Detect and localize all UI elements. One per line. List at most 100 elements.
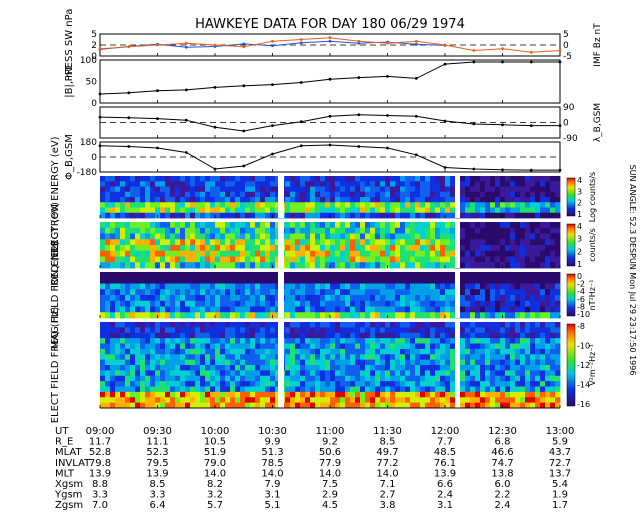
heatmap-cell xyxy=(400,227,406,234)
data-point xyxy=(414,77,418,80)
heatmap-cell xyxy=(185,186,191,193)
heatmap-cell xyxy=(250,327,256,334)
heatmap-cell xyxy=(170,212,176,219)
table-cell: 6.6 xyxy=(437,479,453,490)
heatmap-cell xyxy=(390,370,396,377)
table-cell: 52.3 xyxy=(146,447,168,458)
heatmap-cell xyxy=(250,283,256,290)
heatmap-cell xyxy=(300,191,306,198)
heatmap-cell xyxy=(190,207,196,214)
heatmap-cell xyxy=(230,233,236,240)
heatmap-cell xyxy=(320,239,326,246)
heatmap-cell xyxy=(175,181,181,187)
heatmap-cell xyxy=(260,227,266,234)
heatmap-cell xyxy=(330,283,336,290)
heatmap-cell xyxy=(390,207,396,214)
heatmap-cell xyxy=(540,375,546,382)
heatmap-cell xyxy=(410,332,416,339)
heatmap-cell xyxy=(500,186,506,193)
heatmap-cell xyxy=(230,370,236,377)
heatmap-cell xyxy=(355,227,361,234)
heatmap-cell xyxy=(275,300,281,307)
heatmap-cell xyxy=(245,197,251,203)
heatmap-cell xyxy=(405,207,411,214)
heatmap-cell xyxy=(370,338,376,344)
heatmap-cell xyxy=(555,256,561,263)
y-tick-label: 100 xyxy=(80,56,97,66)
heatmap-cell xyxy=(395,322,401,328)
heatmap-cell xyxy=(410,202,416,208)
heatmap-cell xyxy=(410,212,416,219)
heatmap-cell xyxy=(390,343,396,350)
heatmap-cell xyxy=(255,381,261,387)
heatmap-cell xyxy=(300,283,306,290)
heatmap-cell xyxy=(430,186,436,193)
heatmap-cell xyxy=(385,359,391,366)
heatmap-cell xyxy=(240,202,246,208)
heatmap-cell xyxy=(305,272,311,279)
heatmap-cell xyxy=(120,327,126,334)
heatmap-cell xyxy=(500,272,506,279)
heatmap-cell xyxy=(400,197,406,203)
heatmap-cell xyxy=(450,375,456,382)
heatmap-cell xyxy=(510,386,516,393)
heatmap-cell xyxy=(495,212,501,219)
heatmap-cell xyxy=(405,332,411,339)
heatmap-cell xyxy=(535,227,541,234)
heatmap-cell xyxy=(500,327,506,334)
heatmap-cell xyxy=(310,365,316,371)
heatmap-cell xyxy=(475,262,481,269)
table-cell: 09:00 xyxy=(86,426,115,437)
heatmap-cell xyxy=(150,239,156,246)
heatmap-cell xyxy=(555,233,561,240)
heatmap-cell xyxy=(400,375,406,382)
heatmap-cell xyxy=(475,283,481,290)
heatmap-cell xyxy=(325,402,331,409)
heatmap-cell xyxy=(315,176,321,182)
heatmap-cell xyxy=(160,212,166,219)
heatmap-cell xyxy=(265,332,271,339)
heatmap-cell xyxy=(405,197,411,203)
heatmap-cell xyxy=(350,391,356,398)
heatmap-cell xyxy=(325,277,331,284)
heatmap-cell xyxy=(215,227,221,234)
heatmap-cell xyxy=(505,300,511,307)
heatmap-cell xyxy=(445,354,451,361)
heatmap-cell xyxy=(270,202,276,208)
heatmap-cell xyxy=(225,306,231,313)
heatmap-cell xyxy=(195,391,201,398)
heatmap-cell xyxy=(540,262,546,269)
heatmap-cell xyxy=(370,327,376,334)
heatmap-cell xyxy=(400,256,406,263)
heatmap-cell xyxy=(220,359,226,366)
heatmap-cell xyxy=(530,239,536,246)
heatmap-cell xyxy=(165,256,171,263)
heatmap-cell xyxy=(355,181,361,187)
heatmap-cell xyxy=(140,338,146,344)
heatmap-cell xyxy=(520,181,526,187)
heatmap-cell xyxy=(425,332,431,339)
heatmap-cell xyxy=(205,283,211,290)
heatmap-cell xyxy=(520,233,526,240)
heatmap-cell xyxy=(270,343,276,350)
heatmap-cell xyxy=(110,391,116,398)
heatmap-cell xyxy=(240,289,246,296)
heatmap-cell xyxy=(525,233,531,240)
colorbar xyxy=(566,223,576,267)
heatmap-cell xyxy=(290,359,296,366)
heatmap-cell xyxy=(270,332,276,339)
heatmap-cell xyxy=(300,343,306,350)
heatmap-cell xyxy=(335,186,341,193)
heatmap-cell xyxy=(345,176,351,182)
heatmap-cell xyxy=(550,250,556,257)
heatmap-cell xyxy=(305,262,311,269)
heatmap-cell xyxy=(470,250,476,257)
heatmap-cell xyxy=(330,212,336,219)
heatmap-cell xyxy=(115,272,121,279)
heatmap-cell xyxy=(475,222,481,229)
heatmap-cell xyxy=(245,191,251,198)
heatmap-cell xyxy=(390,250,396,257)
heatmap-cell xyxy=(295,365,301,371)
heatmap-cell xyxy=(240,338,246,344)
data-point xyxy=(414,114,418,118)
